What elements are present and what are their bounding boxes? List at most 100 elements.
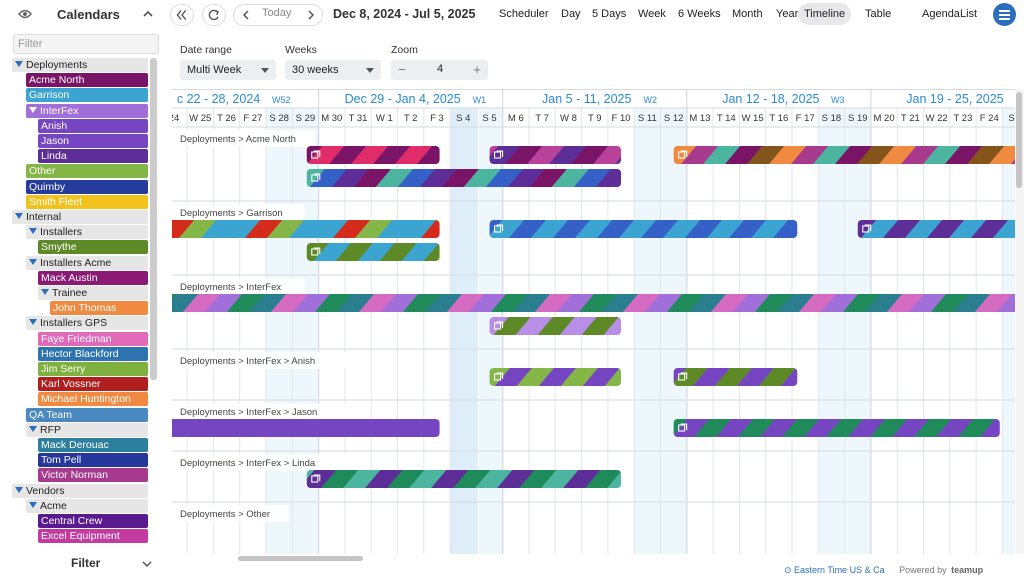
- calendar-label: Installers: [40, 226, 83, 239]
- vertical-scrollbar[interactable]: [1016, 89, 1024, 554]
- chevron-right-icon[interactable]: [301, 5, 321, 25]
- calendar-item[interactable]: Anish: [38, 118, 148, 133]
- event-bar[interactable]: [673, 419, 1000, 437]
- view-list[interactable]: List: [960, 8, 978, 20]
- calendar-item[interactable]: Tom Pell: [38, 453, 148, 468]
- calendar-item[interactable]: Central Crew: [38, 514, 148, 528]
- view-scheduler[interactable]: Scheduler: [499, 8, 549, 20]
- filter-section-label[interactable]: Filter: [71, 556, 101, 570]
- calendar-item[interactable]: Smythe: [38, 240, 148, 255]
- multi-calendar-icon: [862, 224, 872, 233]
- event-bar[interactable]: [172, 220, 440, 238]
- date-range-select[interactable]: Multi Week: [180, 60, 276, 80]
- main-menu-button[interactable]: [993, 3, 1016, 26]
- calendar-item[interactable]: Garrison: [26, 88, 148, 103]
- expand-triangle-icon[interactable]: [29, 228, 37, 235]
- event-bar[interactable]: [673, 146, 1015, 164]
- calendar-item[interactable]: Mack Derouac: [38, 438, 148, 452]
- sidebar-scrollbar[interactable]: [150, 58, 157, 380]
- eye-icon[interactable]: [18, 9, 32, 19]
- expand-triangle-icon[interactable]: [29, 258, 37, 265]
- calendar-group[interactable]: InterFex: [26, 103, 148, 118]
- event-bar[interactable]: [172, 294, 1015, 312]
- calendar-item[interactable]: Jim Serry: [38, 362, 148, 376]
- calendar-item[interactable]: Faye Friedman: [38, 331, 148, 346]
- expand-triangle-icon[interactable]: [29, 319, 37, 326]
- calendar-item[interactable]: Excel Equipment: [38, 529, 148, 544]
- calendar-label: Michael Huntington: [41, 393, 131, 406]
- calendar-group[interactable]: Installers: [26, 225, 148, 240]
- expand-triangle-icon[interactable]: [29, 425, 37, 432]
- row-label: Deployments > Garrison: [180, 208, 283, 219]
- refresh-button[interactable]: [202, 4, 226, 26]
- weeks-select[interactable]: 30 weeks: [285, 60, 381, 80]
- day-label: S 4: [456, 113, 470, 124]
- expand-triangle-icon[interactable]: [29, 501, 37, 508]
- event-bar[interactable]: [489, 146, 622, 164]
- expand-triangle-icon[interactable]: [15, 486, 23, 493]
- zoom-out-button[interactable]: −: [398, 62, 406, 77]
- chevron-left-icon[interactable]: [236, 5, 256, 25]
- calendar-item[interactable]: Acme North: [26, 73, 148, 88]
- chevron-down-icon[interactable]: [142, 560, 152, 568]
- calendar-group[interactable]: Acme: [26, 498, 148, 513]
- calendar-item[interactable]: John Thomas: [50, 301, 148, 316]
- event-bar[interactable]: [306, 243, 440, 261]
- calendar-item[interactable]: Other: [26, 164, 148, 179]
- calendar-filter-input[interactable]: [13, 34, 159, 54]
- calendar-item[interactable]: Michael Huntington: [38, 392, 148, 407]
- vertical-scroll-thumb[interactable]: [1016, 92, 1022, 188]
- event-bar[interactable]: [306, 169, 622, 187]
- calendar-group[interactable]: Trainee: [38, 286, 148, 300]
- view-month[interactable]: Month: [732, 8, 763, 20]
- view-day[interactable]: Day: [561, 8, 581, 20]
- expand-triangle-icon[interactable]: [15, 213, 23, 219]
- event-bar[interactable]: [489, 220, 798, 238]
- calendar-item[interactable]: Victor Norman: [38, 468, 148, 483]
- event-bar[interactable]: [673, 368, 798, 386]
- calendar-group[interactable]: Installers GPS: [26, 316, 148, 331]
- calendar-group[interactable]: RFP: [26, 422, 148, 437]
- timezone-link[interactable]: ⊙ Eastern Time US & Ca: [784, 565, 885, 575]
- collapse-sidebar-button[interactable]: [170, 4, 194, 26]
- timeline-grid[interactable]: c 22 - 28, 2024 W52 Dec 29 - Jan 4, 2025 W1…: [172, 89, 1015, 554]
- calendar-item[interactable]: Jason: [38, 134, 148, 148]
- view-year[interactable]: Year: [776, 8, 799, 20]
- chevron-up-icon[interactable]: [141, 8, 155, 20]
- view-week[interactable]: Week: [638, 8, 666, 20]
- calendar-item[interactable]: Linda: [38, 149, 148, 164]
- expand-triangle-icon[interactable]: [41, 289, 49, 295]
- timeline-canvas[interactable]: c 22 - 28, 2024 W52 Dec 29 - Jan 4, 2025 W1…: [172, 89, 1015, 554]
- horizontal-scroll-thumb[interactable]: [238, 556, 363, 561]
- event-bar[interactable]: [172, 419, 440, 437]
- day-label: W 1: [376, 113, 393, 124]
- calendar-item[interactable]: Quimby: [26, 179, 148, 194]
- view-5-days[interactable]: 5 Days: [592, 8, 627, 20]
- calendar-group[interactable]: Vendors: [12, 483, 148, 498]
- calendar-item[interactable]: Karl Vossner: [38, 377, 148, 392]
- view-timeline[interactable]: Timeline: [798, 3, 852, 25]
- calendar-item[interactable]: Hector Blackford: [38, 346, 148, 361]
- today-button[interactable]: Today: [262, 7, 292, 19]
- calendar-item[interactable]: Smith Fleet: [26, 194, 148, 209]
- calendar-group[interactable]: Installers Acme: [26, 255, 148, 270]
- event-bar[interactable]: [857, 220, 1015, 238]
- zoom-in-button[interactable]: +: [473, 62, 481, 77]
- calendar-label: Vendors: [26, 484, 65, 497]
- calendar-group[interactable]: Deployments: [12, 58, 148, 72]
- event-bar[interactable]: [306, 146, 440, 164]
- expand-triangle-icon[interactable]: [29, 106, 37, 113]
- calendar-item[interactable]: Mack Austin: [38, 270, 148, 285]
- expand-triangle-icon[interactable]: [15, 61, 23, 67]
- calendar-group[interactable]: Internal: [12, 210, 148, 224]
- day-label: 24: [172, 113, 179, 124]
- event-bar[interactable]: [306, 470, 622, 488]
- event-bar[interactable]: [489, 317, 622, 335]
- view-6-weeks[interactable]: 6 Weeks: [678, 8, 721, 20]
- event-bar[interactable]: [489, 368, 622, 386]
- toolbar: Today Dec 8, 2024 - Jul 5, 2025 Schedule…: [160, 0, 1024, 30]
- view-agenda[interactable]: Agenda: [922, 8, 960, 20]
- view-table[interactable]: Table: [865, 8, 892, 20]
- calendar-item[interactable]: QA Team: [26, 407, 148, 422]
- calendar-label: RFP: [40, 423, 61, 436]
